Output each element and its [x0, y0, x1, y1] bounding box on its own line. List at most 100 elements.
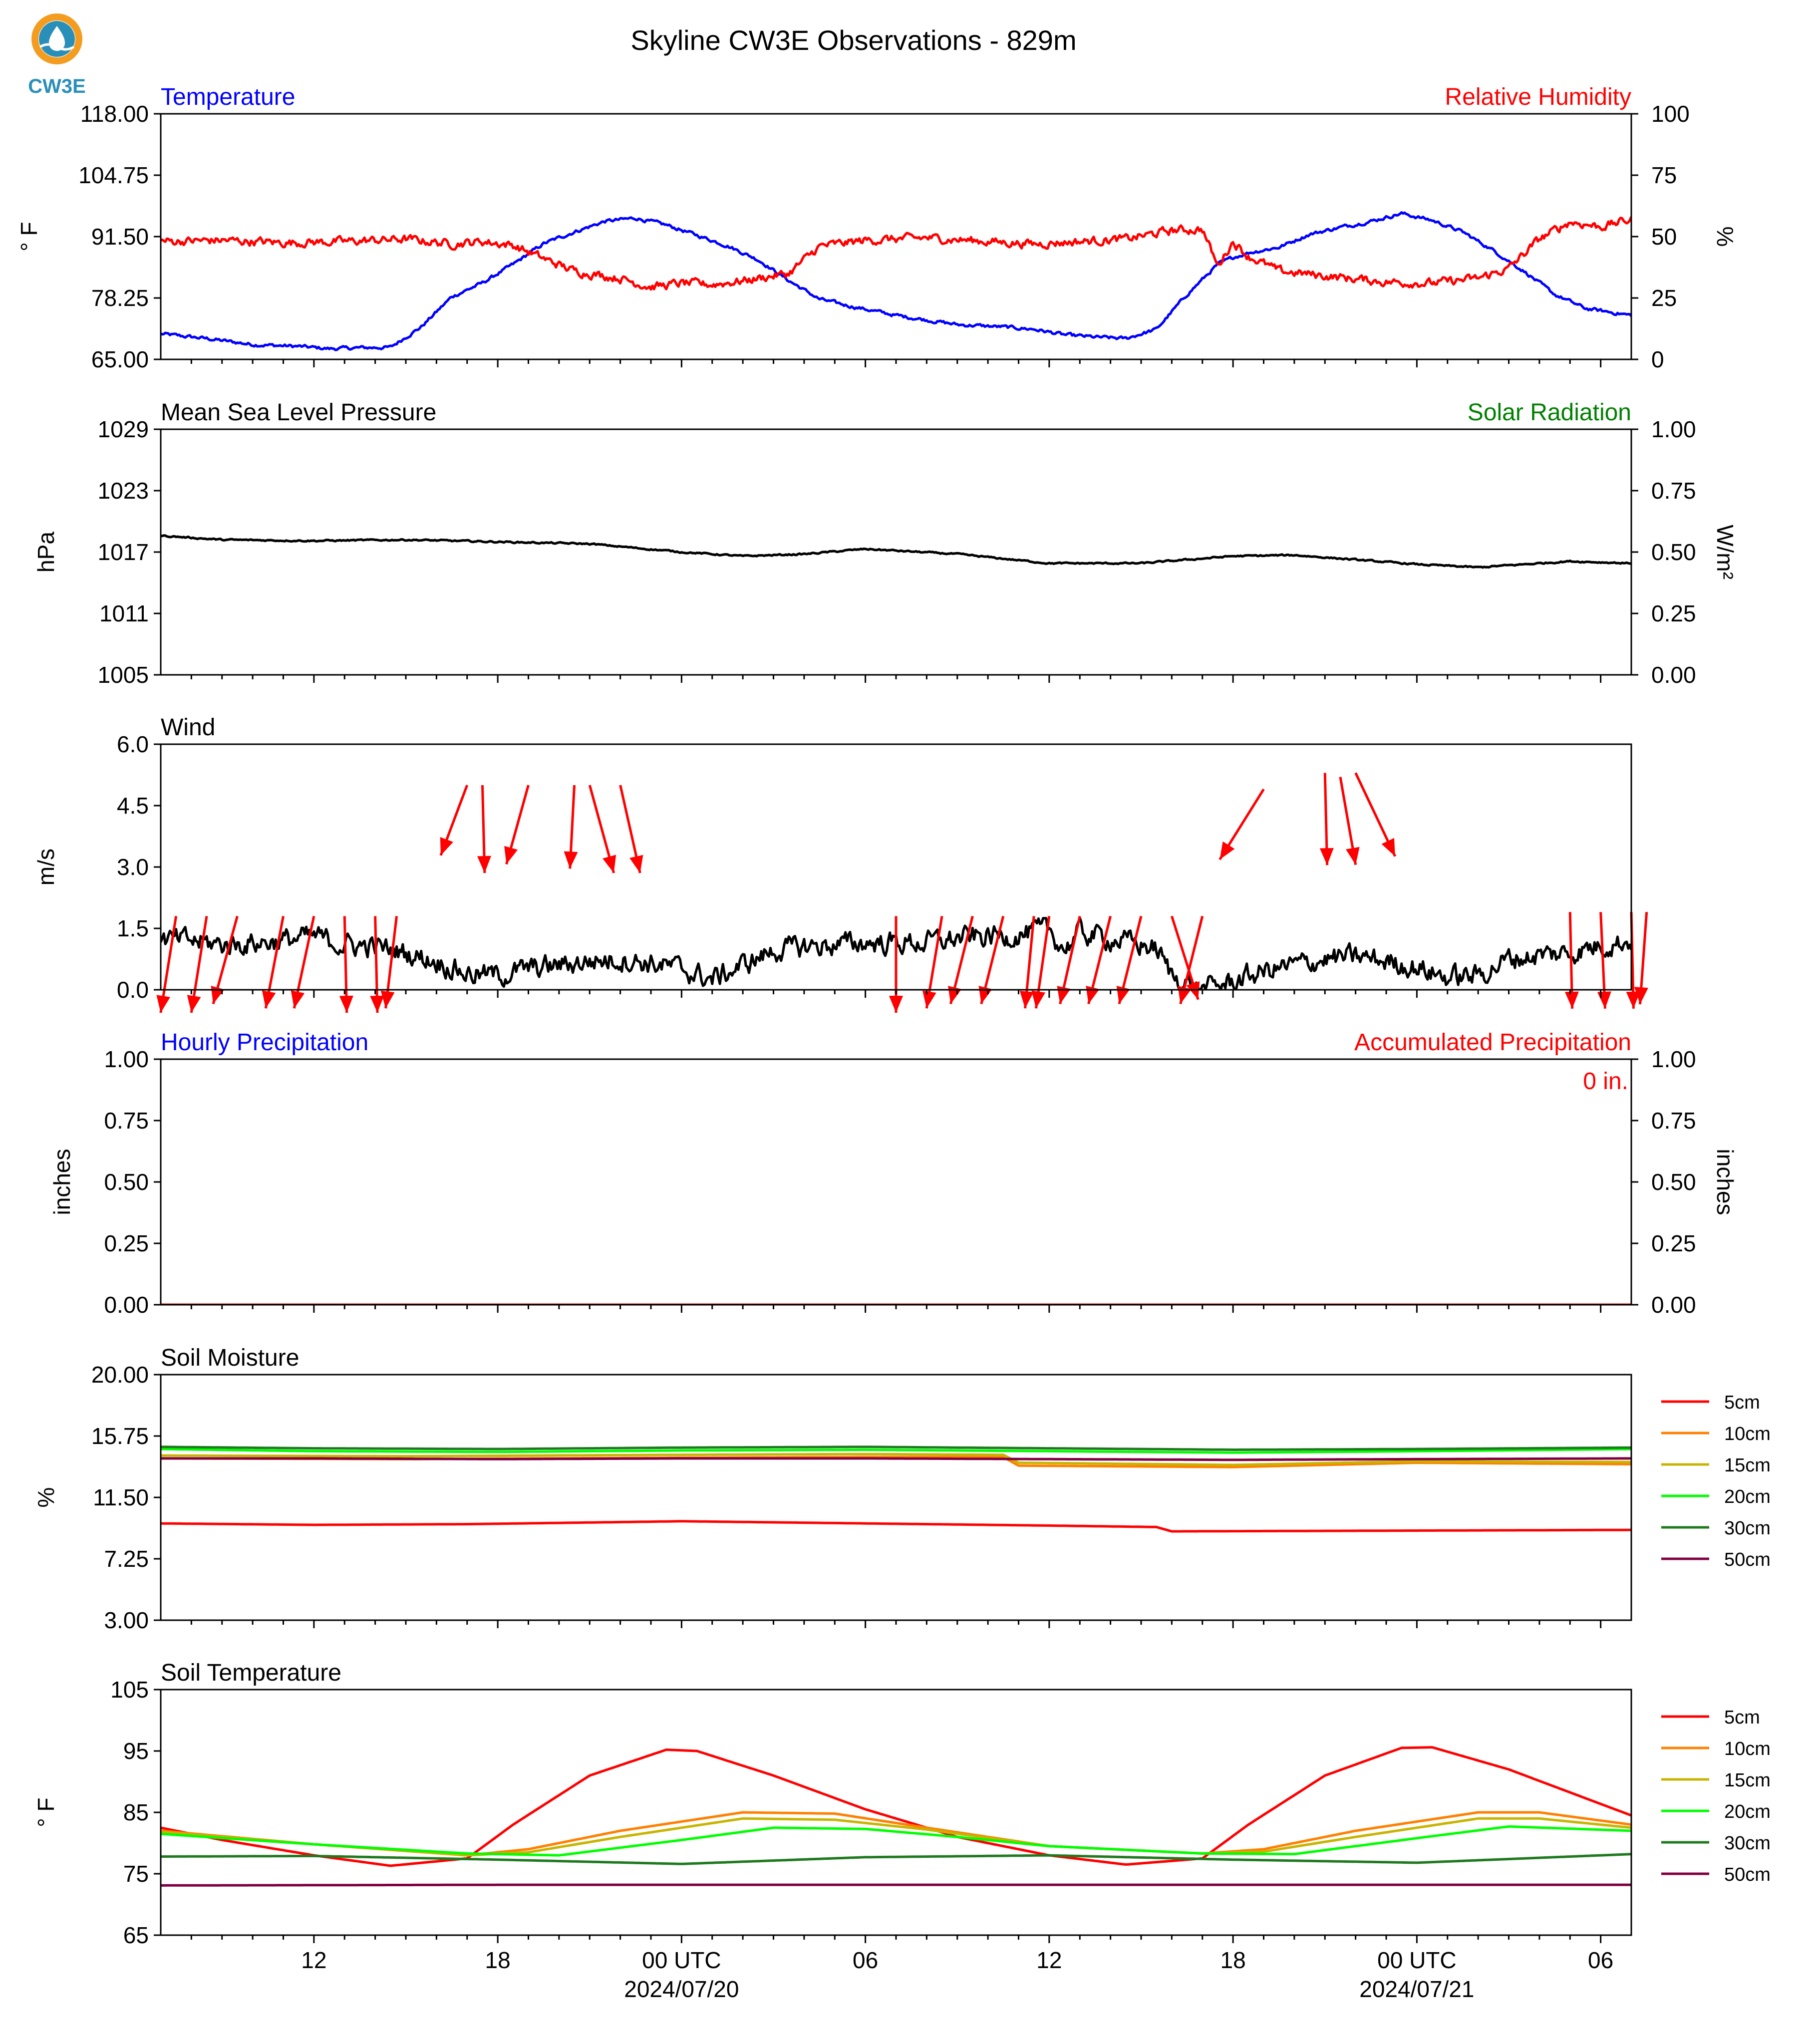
x-date-label: 2024/07/21 [1359, 1976, 1474, 2002]
y-tick-label-right: 0.00 [1651, 662, 1696, 688]
accumulated-total-label: 0 in. [1583, 1068, 1628, 1095]
wind-arrow-head [1626, 991, 1640, 1009]
y-tick-label-left: 20.00 [91, 1362, 149, 1388]
y-tick-label-right: 100 [1651, 101, 1690, 127]
wind-arrow-head [1031, 990, 1046, 1009]
panel-title-right: Accumulated Precipitation [1354, 1029, 1631, 1056]
wind-arrow-head [1381, 838, 1395, 857]
y-tick-label-left: 105 [110, 1677, 149, 1703]
wind-arrow-head [156, 995, 171, 1013]
legend-label: 10cm [1724, 1424, 1771, 1445]
y-tick-label-right: 0.75 [1651, 478, 1696, 504]
y-tick-label-right: 0.50 [1651, 1169, 1696, 1195]
y-axis-label-right: W/m² [1712, 525, 1738, 579]
panel-title-left: Soil Temperature [161, 1660, 341, 1686]
y-tick-label-left: 118.00 [80, 101, 149, 127]
wind-arrow-head [440, 837, 453, 856]
y-axis-label-left: hPa [33, 532, 59, 573]
y-tick-label-right: 50 [1651, 224, 1677, 250]
y-axis-label-left: ° F [33, 1797, 59, 1827]
y-tick-label-left: 104.75 [78, 162, 149, 188]
x-date-label: 2024/07/20 [624, 1976, 739, 2002]
y-tick-label-left: 3.0 [117, 854, 149, 880]
legend-label: 50cm [1724, 1864, 1771, 1885]
wind-arrow-head [1634, 987, 1648, 1004]
wind-arrow-head [889, 996, 903, 1013]
y-tick-label-left: 1023 [98, 478, 149, 504]
series-20cm [161, 1448, 1631, 1454]
panel-title-right: Relative Humidity [1445, 84, 1631, 110]
series-relative-humidity [161, 216, 1631, 291]
y-tick-label-left: 91.50 [91, 224, 149, 250]
y-tick-label-right: 1.00 [1651, 1046, 1696, 1072]
series-5cm [161, 1746, 1631, 1867]
wind-arrow-head [1346, 847, 1360, 865]
y-axis-label-left: inches [49, 1149, 75, 1215]
wind-direction-arrows [156, 772, 1648, 1013]
wind-arrow-head [262, 990, 276, 1009]
y-tick-label-left: 65.00 [91, 346, 149, 372]
legend-label: 5cm [1724, 1392, 1760, 1413]
legend-label: 30cm [1724, 1518, 1771, 1539]
series-temperature [161, 211, 1631, 351]
x-tick-label: 18 [1220, 1947, 1246, 1973]
y-tick-label-left: 65 [123, 1922, 149, 1948]
y-tick-label-left: 0.50 [104, 1169, 149, 1195]
legend-soil_temperature: 5cm 10cm 15cm 20cm 30cm 50cm [1661, 1707, 1771, 1885]
logo-text: CW3E [28, 75, 86, 97]
y-tick-label-right: 0.25 [1651, 600, 1696, 626]
y-tick-label-left: 78.25 [91, 285, 149, 311]
wind-arrow-head [477, 856, 491, 873]
wind-arrow-head [564, 851, 578, 869]
panel-frame [160, 113, 1632, 360]
legend-label: 20cm [1724, 1801, 1771, 1822]
wind-arrow-head [504, 846, 518, 865]
wind-arrow-head [948, 986, 962, 1004]
y-axis-label-left: % [33, 1487, 59, 1508]
cw3e-logo: CW3E [28, 13, 86, 97]
y-tick-label-left: 75 [123, 1861, 149, 1887]
wind-arrow-head [370, 995, 384, 1013]
panel-title-right: Solar Radiation [1468, 399, 1631, 426]
wind-arrow-head [1086, 986, 1100, 1004]
y-axis-label-left: ° F [16, 222, 42, 251]
y-tick-label-left: 0.75 [104, 1108, 149, 1134]
y-tick-label-left: 1.00 [104, 1046, 149, 1072]
wind-arrow-head [1319, 848, 1334, 866]
chart-panels: 65.00 78.25 91.50 104.75 118.00 0 25 50 75 100 Tem… [16, 84, 1771, 2002]
wind-arrow-head [629, 855, 643, 873]
y-tick-label-left: 7.25 [104, 1546, 149, 1572]
panel-title-left: Hourly Precipitation [161, 1029, 368, 1056]
legend-soil_moisture: 5cm 10cm 15cm 20cm 30cm 50cm [1661, 1392, 1771, 1570]
wind-arrow-head [1057, 986, 1071, 1004]
y-tick-label-left: 85 [123, 1799, 149, 1825]
y-tick-label-right: 1.00 [1651, 416, 1696, 442]
panel-frame [160, 428, 1632, 676]
x-tick-label: 12 [301, 1947, 326, 1973]
legend-label: 20cm [1724, 1486, 1771, 1507]
legend-label: 50cm [1724, 1549, 1771, 1570]
y-tick-label-right: 0.25 [1651, 1230, 1696, 1256]
wind-arrow-head [922, 990, 936, 1009]
series-15cm [161, 1452, 1631, 1466]
series-5cm [161, 1520, 1631, 1533]
panel-title-left: Mean Sea Level Pressure [161, 399, 436, 426]
wind-arrow-head [1597, 991, 1611, 1009]
x-tick-label: 06 [1588, 1947, 1613, 1973]
legend-label: 5cm [1724, 1707, 1760, 1728]
panel-frame [160, 1374, 1632, 1621]
x-tick-label: 00 UTC [1377, 1947, 1456, 1973]
y-tick-label-left: 1.5 [117, 915, 149, 941]
y-tick-label-left: 95 [123, 1738, 149, 1764]
panel-title-left: Temperature [161, 84, 295, 110]
legend-label: 15cm [1724, 1455, 1771, 1476]
series-20cm [161, 1825, 1631, 1857]
y-tick-label-right: 0.00 [1651, 1292, 1696, 1318]
wind-arrow-head [978, 986, 992, 1004]
y-axis-label-right: % [1712, 227, 1738, 247]
y-tick-label-left: 6.0 [117, 731, 149, 757]
legend-label: 10cm [1724, 1738, 1771, 1759]
panel-frame [160, 1058, 1632, 1306]
chart-title: Skyline CW3E Observations - 829m [630, 24, 1076, 56]
